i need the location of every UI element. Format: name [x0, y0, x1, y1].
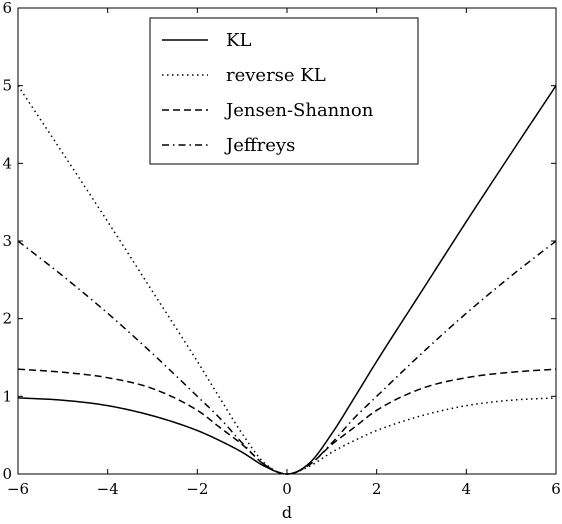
- legend-label-reverse-kl: reverse KL: [226, 65, 326, 86]
- y-tick-label: 6: [2, 0, 12, 17]
- series-line-jensen-shannon: [17, 368, 557, 475]
- x-tick-label: −2: [186, 480, 208, 498]
- x-tick-label: 0: [282, 480, 292, 498]
- x-axis-label: d: [282, 503, 292, 522]
- y-tick-label: 1: [2, 387, 12, 405]
- x-tick-label: 4: [462, 480, 472, 498]
- y-tick-label: 2: [2, 310, 12, 328]
- x-tick-label: −4: [97, 480, 119, 498]
- legend-label-jeffreys: Jeffreys: [224, 135, 295, 156]
- series-line-jeffreys: [17, 240, 557, 475]
- legend-label-jensen-shannon: Jensen-Shannon: [224, 100, 374, 121]
- y-tick-label: 3: [2, 232, 12, 250]
- x-tick-label: −6: [7, 480, 29, 498]
- y-tick-label: 0: [2, 465, 12, 483]
- x-tick-label: 2: [372, 480, 382, 498]
- legend-box: [149, 17, 419, 165]
- legend-label-kl: KL: [226, 30, 251, 51]
- legend: KL reverse KL Jensen-Shannon Jeffreys: [149, 17, 419, 165]
- tick-group: −6 −4 −2 0 2 4 6 0 1 2 3 4 5 6: [2, 0, 560, 498]
- y-tick-label: 4: [2, 154, 12, 172]
- x-tick-label: 6: [551, 480, 561, 498]
- y-tick-label: 5: [2, 77, 12, 95]
